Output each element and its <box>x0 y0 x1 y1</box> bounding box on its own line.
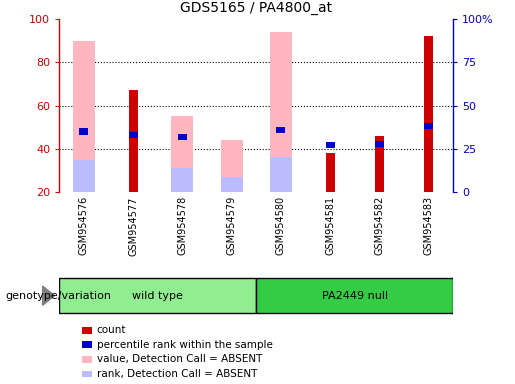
Bar <box>325 142 335 148</box>
Bar <box>325 153 335 192</box>
Text: percentile rank within the sample: percentile rank within the sample <box>97 340 273 350</box>
Polygon shape <box>43 286 55 305</box>
Bar <box>220 140 243 192</box>
Text: GSM954582: GSM954582 <box>374 196 384 255</box>
Bar <box>270 32 292 192</box>
Text: count: count <box>97 325 126 335</box>
Bar <box>424 36 433 192</box>
Bar <box>277 127 285 133</box>
Title: GDS5165 / PA4800_at: GDS5165 / PA4800_at <box>180 2 332 15</box>
Bar <box>73 160 95 192</box>
Text: value, Detection Call = ABSENT: value, Detection Call = ABSENT <box>97 354 262 364</box>
Bar <box>171 116 194 192</box>
Bar <box>424 123 433 129</box>
Bar <box>256 278 453 313</box>
Text: PA2449 null: PA2449 null <box>322 291 388 301</box>
Bar <box>59 278 256 313</box>
Text: GSM954577: GSM954577 <box>128 196 138 256</box>
Text: wild type: wild type <box>132 291 183 301</box>
Bar <box>129 132 138 138</box>
Bar <box>79 129 88 134</box>
Text: GSM954581: GSM954581 <box>325 196 335 255</box>
Bar <box>375 141 384 147</box>
Text: genotype/variation: genotype/variation <box>5 291 111 301</box>
Text: GSM954579: GSM954579 <box>227 196 236 255</box>
Bar <box>375 136 384 192</box>
Bar <box>178 134 187 140</box>
Bar <box>73 41 95 192</box>
Text: GSM954576: GSM954576 <box>79 196 89 255</box>
Bar <box>220 177 243 192</box>
Bar <box>129 91 138 192</box>
Text: GSM954580: GSM954580 <box>276 196 286 255</box>
Text: GSM954583: GSM954583 <box>423 196 434 255</box>
Bar <box>171 168 194 192</box>
Text: rank, Detection Call = ABSENT: rank, Detection Call = ABSENT <box>97 369 257 379</box>
Bar <box>270 157 292 192</box>
Text: GSM954578: GSM954578 <box>177 196 187 255</box>
